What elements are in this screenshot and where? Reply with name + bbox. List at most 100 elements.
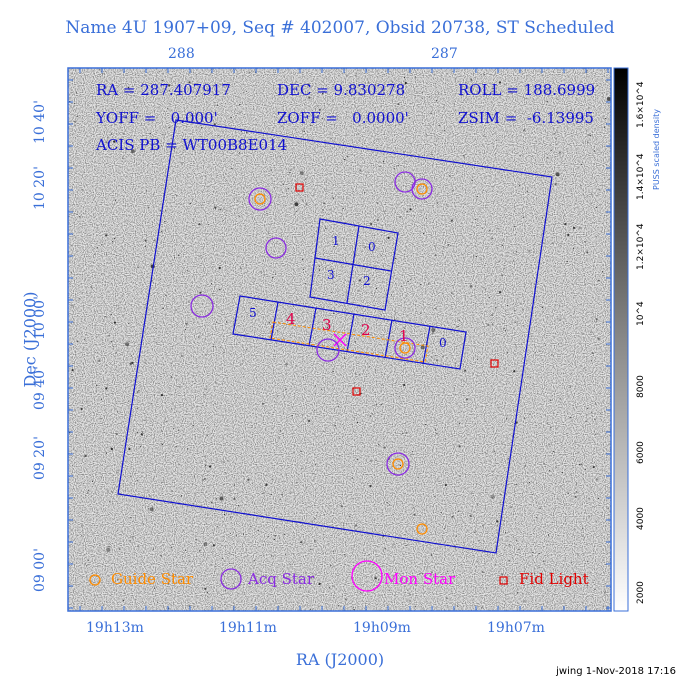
field-star [389,504,391,506]
field-star [81,188,83,190]
legend-mon-icon [351,560,383,592]
field-star [580,463,582,465]
field-star [485,453,487,455]
field-star [489,399,491,401]
field-star [600,413,602,415]
field-star [81,535,83,537]
field-star [601,419,603,421]
field-star [426,566,428,568]
field-star [457,510,460,512]
field-star [501,573,503,575]
field-star [578,226,582,229]
field-star [83,339,85,341]
field-star [499,501,501,503]
field-star [564,223,567,226]
field-star [516,540,518,542]
field-star [136,432,138,434]
field-star [533,251,535,253]
field-star [409,594,411,596]
field-star [239,104,241,106]
field-star [596,206,598,208]
field-star [178,254,180,256]
field-star [217,526,219,528]
field-star [397,165,399,167]
field-star [279,156,281,158]
field-star [96,385,98,387]
field-star [594,418,596,420]
field-star [594,433,597,435]
field-star [606,97,611,101]
field-star [557,318,559,320]
field-star [117,579,119,581]
field-star [524,465,526,467]
field-star [591,412,593,414]
field-star [117,472,119,474]
field-star [580,185,582,187]
field-star [437,138,439,140]
field-star [559,319,561,321]
field-star [203,477,207,480]
field-star [482,135,484,137]
field-star [240,267,242,269]
field-star [382,89,385,92]
field-star [410,143,412,145]
field-star [84,349,86,351]
field-star [443,528,445,530]
field-star [207,595,209,597]
field-star [475,256,477,258]
field-star [178,429,180,431]
field-star [504,330,506,332]
y-tick: 10 20' [32,166,48,210]
field-star [499,291,502,294]
field-star [327,328,329,331]
info-zsim: ZSIM = -6.13995 [458,109,594,127]
field-star [302,268,304,270]
field-star [392,81,394,83]
field-star [314,539,317,542]
field-star [318,582,321,586]
field-star [367,113,369,115]
field-star [276,395,279,397]
field-star [404,81,407,85]
field-star [463,380,465,382]
field-star [566,261,568,263]
field-star [574,495,577,498]
field-star [431,571,433,574]
field-star [238,505,240,507]
field-star [180,354,184,357]
acis-s-array [232,295,467,370]
field-star [204,139,206,141]
legend-guide-label: Guide Star [111,570,194,588]
field-star [304,283,307,285]
field-star [370,222,373,225]
field-star [325,189,327,191]
field-star [548,470,551,472]
field-star [500,494,502,496]
field-star [557,131,559,133]
field-star [253,560,255,562]
field-star [498,81,502,84]
field-star [438,124,440,127]
field-star [115,432,118,435]
field-star [334,425,336,427]
field-star [428,283,430,285]
field-star [233,497,236,500]
field-star [239,145,241,147]
field-star [121,140,123,142]
field-star [542,560,545,563]
field-star [351,477,353,479]
field-star [135,599,137,601]
field-star [444,438,446,440]
chip-s-selected-label: 4 [286,310,296,328]
field-star [164,221,166,223]
field-star [76,213,78,215]
field-star [375,84,377,86]
field-star [212,544,215,547]
field-star [123,133,125,135]
field-star [111,491,113,493]
field-star [71,464,74,466]
field-star [332,371,334,373]
field-star [161,481,163,483]
field-star [289,333,291,335]
field-star [528,482,531,484]
